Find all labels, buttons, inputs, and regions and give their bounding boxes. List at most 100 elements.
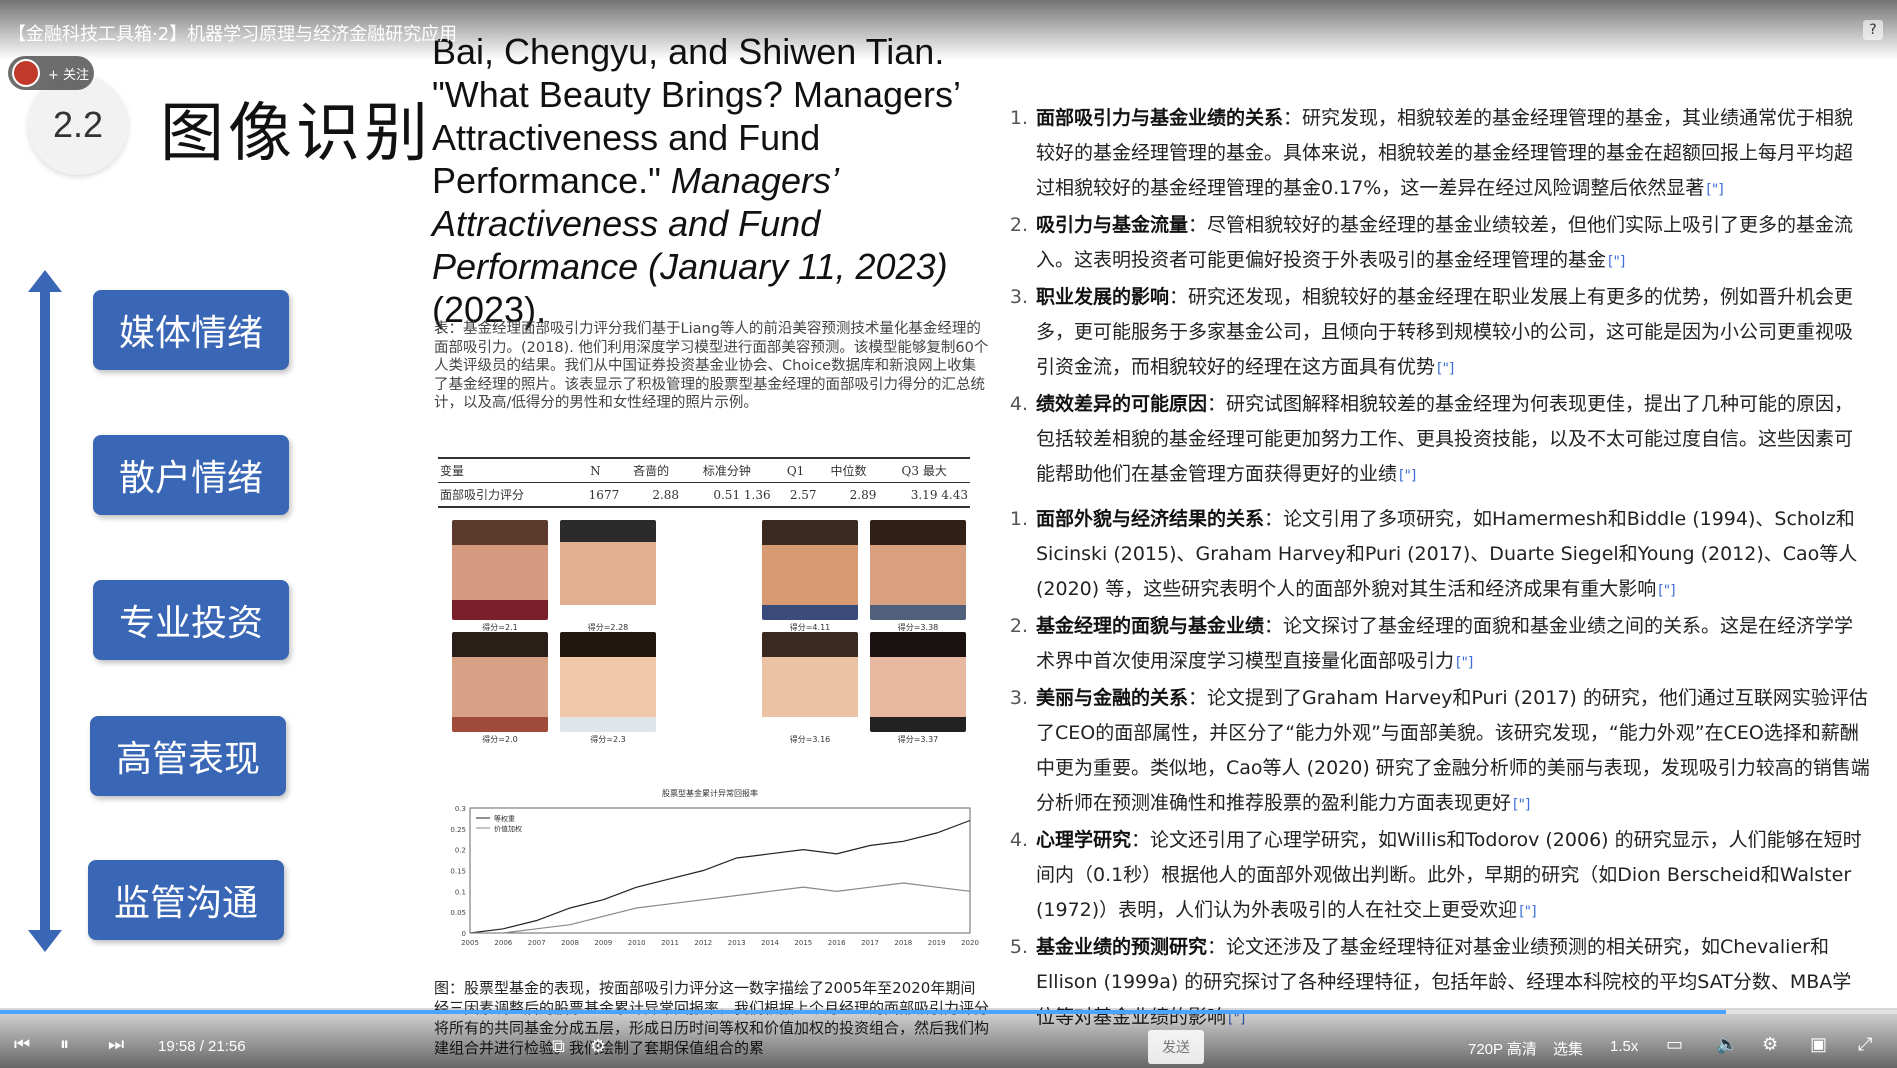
face-caption: 得分=2.28 — [587, 623, 629, 632]
list-heading: 基金业绩的预测研究 — [1036, 936, 1208, 958]
list-item: 4. 心理学研究：论文还引用了心理学研究，如Willis和Todorov (200… — [1000, 823, 1870, 930]
face-photo — [452, 520, 548, 620]
list-number: 3. — [1009, 687, 1028, 709]
citation-icon[interactable]: ["] — [1608, 254, 1626, 270]
timeline-line — [40, 285, 50, 935]
list-item: 2. 基金经理的面貌与基金业绩：论文探讨了基金经理的面貌和基金业绩之间的关系。这是… — [1000, 609, 1870, 681]
citation-icon[interactable]: ["] — [1456, 655, 1474, 671]
list-heading: 面部吸引力与基金业绩的关系 — [1036, 107, 1284, 129]
stats-cell: 0.51 1.36 — [681, 482, 773, 508]
list-number: 2. — [1009, 214, 1028, 236]
list-text: 心理学研究：论文还引用了心理学研究，如Willis和Todorov (2006)… — [1036, 823, 1870, 930]
stats-table: 变量 N 吝啬的 标准分钟 Q1 中位数 Q3 最大 面部吸引力评分 1677 … — [438, 457, 970, 508]
progress-bar[interactable] — [0, 1010, 1897, 1014]
speed-button[interactable]: 1.5x — [1610, 1038, 1639, 1055]
next-icon[interactable]: ⏭ — [108, 1034, 125, 1054]
send-danmaku-button[interactable]: 发送 — [1148, 1030, 1204, 1064]
series-line-0 — [469, 819, 971, 934]
list-text: 职业发展的影响：研究还发现，相貌较好的基金经理在职业发展上有更多的优势，例如晋升… — [1036, 280, 1870, 387]
x-tick-label: 2005 — [461, 939, 479, 947]
findings-list: 1. 面部吸引力与基金业绩的关系：研究发现，相貌较差的基金经理管理的基金，其业绩通… — [1000, 101, 1870, 494]
list-item: 1. 面部外貌与经济结果的关系：论文引用了多项研究，如Hamermesh和Bidd… — [1000, 502, 1870, 609]
citation-icon[interactable]: ["] — [1513, 797, 1531, 813]
subtitle-icon[interactable]: ▭ — [1666, 1034, 1684, 1054]
x-tick-label: 2018 — [894, 939, 912, 947]
y-tick-label: 0.15 — [450, 868, 466, 876]
citation-icon[interactable]: ["] — [1519, 904, 1537, 920]
section-number-badge: 2.2 — [28, 75, 128, 175]
help-button[interactable]: ? — [1863, 20, 1883, 40]
video-title: 【金融科技工具箱·2】机器学习原理与经济金融研究应用 — [8, 24, 458, 45]
citation-icon[interactable]: ["] — [1658, 583, 1676, 599]
list-text: 吸引力与基金流量：尽管相貌较好的基金经理的基金业绩较差，但他们实际上吸引了更多的… — [1036, 208, 1870, 280]
stats-header: 变量 — [438, 457, 570, 483]
list-heading: 心理学研究 — [1036, 829, 1132, 851]
list-number: 4. — [1009, 393, 1028, 415]
list-body: ：论文还引用了心理学研究，如Willis和Todorov (2006) 的研究显… — [1036, 829, 1862, 921]
cumulative-return-chart: 股票型基金累计异常回报率 0.3 0.25 0.2 0.15 0.1 0.05 0 2005 2… — [440, 788, 980, 968]
list-number: 1. — [1009, 508, 1028, 530]
y-tick-label: 0.2 — [455, 847, 466, 855]
x-tick-label: 2010 — [628, 939, 646, 947]
pause-icon[interactable]: ⏸ — [60, 1034, 69, 1054]
x-tick-label: 2019 — [928, 939, 946, 947]
citation-journal: Managers’ Attractiveness and Fund Perfor… — [432, 160, 948, 287]
uploader-follow-chip[interactable]: + 关注 — [8, 56, 94, 90]
x-tick-label: 2015 — [794, 939, 812, 947]
y-tick-label: 0.05 — [450, 909, 466, 917]
settings-icon[interactable]: ⚙ — [1762, 1034, 1779, 1054]
stats-header: 吝啬的 — [621, 457, 682, 483]
danmaku-toggle-icon[interactable]: ⧉ — [552, 1036, 565, 1056]
list-text: 面部外貌与经济结果的关系：论文引用了多项研究，如Hamermesh和Biddle… — [1036, 502, 1870, 609]
face-photo — [762, 520, 858, 620]
series-line-1 — [470, 882, 971, 934]
x-tick-label: 2014 — [761, 939, 779, 947]
y-tick-label: 0.3 — [455, 805, 466, 813]
list-item: 4. 绩效差异的可能原因：研究试图解释相貌较差的基金经理为何表现更佳，提出了几种可… — [1000, 387, 1870, 494]
face-photo — [870, 520, 966, 620]
stats-cell: 面部吸引力评分 — [438, 482, 570, 508]
list-body: ：研究试图解释相貌较差的基金经理为何表现更佳，提出了几种可能的原因，包括较差相貌… — [1036, 393, 1854, 485]
list-body: ：论文提到了Graham Harvey和Puri (2017) 的研究，他们通过… — [1036, 687, 1870, 814]
y-tick-label: 0 — [462, 930, 466, 938]
time-display: 19:58 / 21:56 — [158, 1038, 246, 1055]
category-regulatory-communication: 监管沟通 — [88, 860, 284, 940]
list-body: ：论文引用了多项研究，如Hamermesh和Biddle (1994)、Scho… — [1036, 508, 1858, 600]
face-photo — [870, 632, 966, 732]
list-heading: 绩效差异的可能原因 — [1036, 393, 1208, 415]
paper-citation: Bai, Chengyu, and Shiwen Tian. "What Bea… — [432, 30, 992, 331]
stats-cell: 1677 — [569, 482, 622, 508]
video-title-bar: 【金融科技工具箱·2】机器学习原理与经济金融研究应用 ? — [0, 0, 1897, 60]
list-text: 绩效差异的可能原因：研究试图解释相貌较差的基金经理为何表现更佳，提出了几种可能的… — [1036, 387, 1870, 494]
stats-cell: 2.57 — [772, 482, 819, 508]
x-tick-label: 2006 — [494, 939, 512, 947]
quality-button[interactable]: 720P 高清 — [1468, 1041, 1537, 1058]
previous-icon[interactable]: ⏮ — [14, 1034, 31, 1054]
arrow-up-icon — [28, 270, 62, 292]
stats-header: Q3 最大 — [878, 457, 970, 483]
citation-icon[interactable]: ["] — [1399, 468, 1417, 484]
face-photo — [560, 632, 656, 732]
fullscreen-icon[interactable]: ⤢ — [1858, 1034, 1873, 1054]
face-caption: 得分=3.16 — [789, 735, 831, 744]
danmaku-settings-icon[interactable]: ⚙ — [590, 1036, 607, 1056]
face-caption: 得分=3.38 — [897, 623, 939, 632]
player-controls — [0, 1008, 1897, 1068]
episodes-button[interactable]: 选集 — [1553, 1041, 1584, 1058]
stats-cell: 2.89 — [818, 482, 879, 508]
citation-icon[interactable]: ["] — [1437, 361, 1455, 377]
list-text: 美丽与金融的关系：论文提到了Graham Harvey和Puri (2017) … — [1036, 681, 1870, 823]
uploader-avatar[interactable] — [12, 59, 40, 87]
face-caption: 得分=2.0 — [482, 735, 518, 744]
list-body: ：论文探讨了基金经理的面貌和基金业绩之间的关系。这是在经济学学术界中首次使用深度… — [1036, 615, 1854, 672]
list-body: ：研究还发现，相貌较好的基金经理在职业发展上有更多的优势，例如晋升机会更多，更可… — [1036, 286, 1854, 378]
stats-cell: 2.88 — [621, 482, 682, 508]
volume-icon[interactable]: 🔈 — [1716, 1034, 1739, 1054]
follow-button[interactable]: + 关注 — [48, 67, 90, 83]
x-tick-label: 2020 — [961, 939, 979, 947]
face-caption: 得分=3.37 — [897, 735, 939, 744]
citation-icon[interactable]: ["] — [1706, 182, 1724, 198]
legend-label: 等权重 — [494, 814, 515, 823]
pip-icon[interactable]: ▣ — [1810, 1034, 1828, 1054]
